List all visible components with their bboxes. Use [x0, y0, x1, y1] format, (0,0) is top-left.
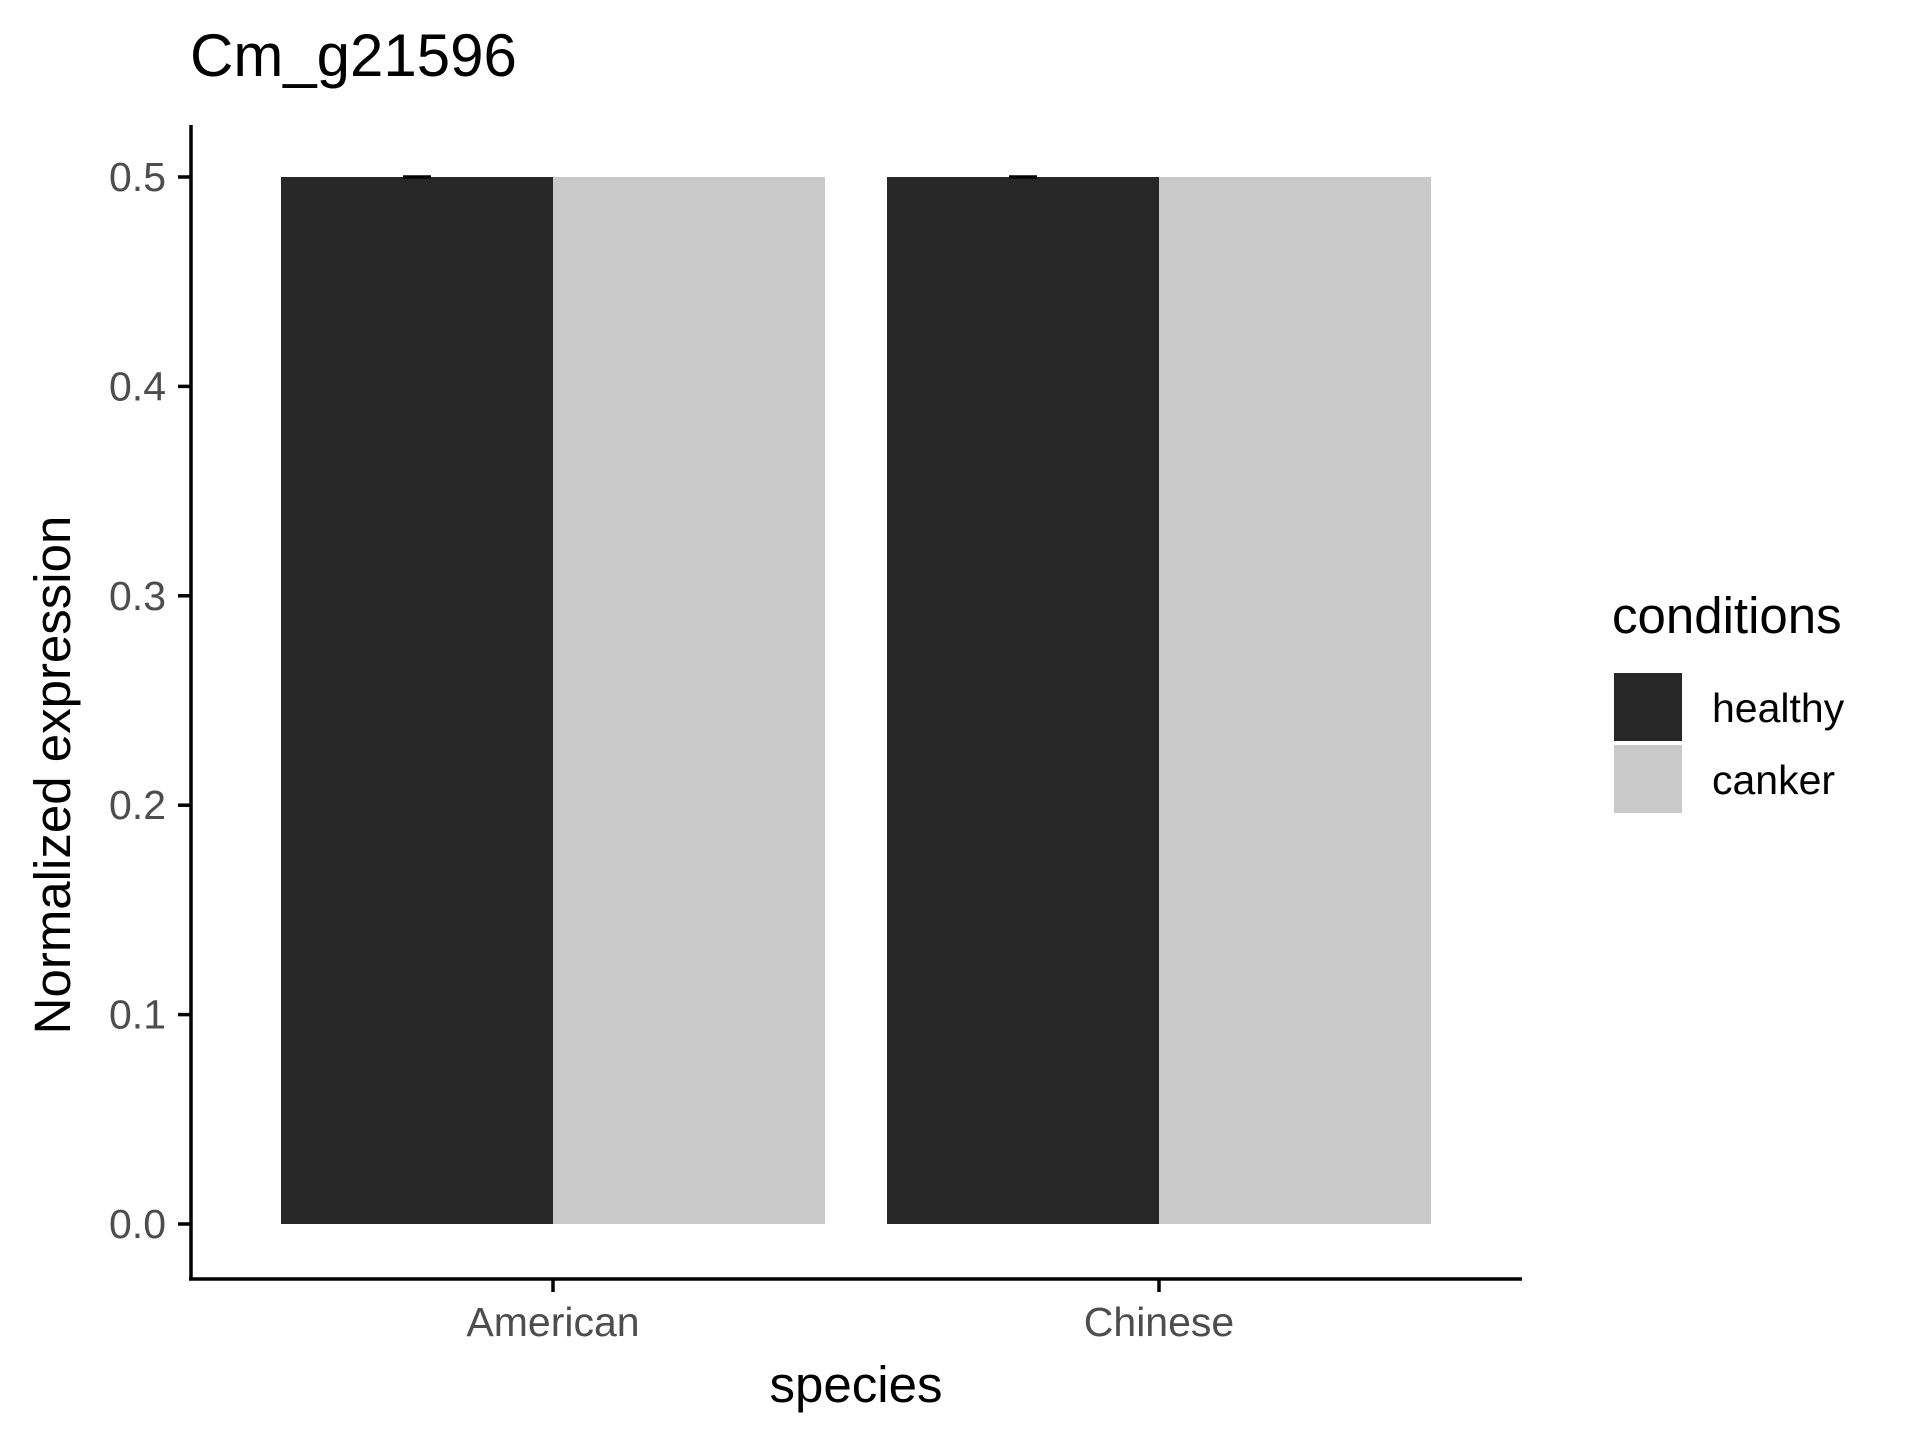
- x-axis-ticks: American Chinese: [466, 1279, 1234, 1345]
- legend-key-canker: [1614, 745, 1682, 813]
- legend-items: healthy canker: [1614, 673, 1845, 813]
- legend-key-healthy: [1614, 673, 1682, 741]
- y-tick-label-0.0: 0.0: [109, 1201, 166, 1247]
- x-tick-label-american: American: [466, 1299, 639, 1345]
- legend-title: conditions: [1612, 587, 1842, 644]
- y-tick-label-0.1: 0.1: [109, 992, 166, 1038]
- bar-healthy-chinese: [887, 177, 1159, 1224]
- chart-title: Cm_g21596: [190, 22, 517, 89]
- y-tick-label-0.3: 0.3: [109, 573, 166, 619]
- y-tick-label-0.5: 0.5: [109, 154, 166, 200]
- y-axis-title: Normalized expression: [24, 516, 81, 1035]
- y-axis-ticks: 0.0 0.1 0.2 0.3 0.4 0.5: [109, 154, 191, 1247]
- legend-label-healthy: healthy: [1712, 685, 1845, 731]
- bars-group: [281, 177, 1431, 1224]
- bar-healthy-american: [281, 177, 553, 1224]
- x-axis-title: species: [770, 1356, 943, 1413]
- legend-label-canker: canker: [1712, 757, 1835, 803]
- y-tick-label-0.2: 0.2: [109, 782, 166, 828]
- plot-area: 0.0 0.1 0.2 0.3 0.4 0.5 American Chinese: [109, 125, 1522, 1345]
- legend: conditions healthy canker: [1612, 587, 1845, 813]
- bar-canker-american: [553, 177, 825, 1224]
- bar-canker-chinese: [1159, 177, 1431, 1224]
- y-tick-label-0.4: 0.4: [109, 363, 166, 409]
- x-tick-label-chinese: Chinese: [1084, 1299, 1234, 1345]
